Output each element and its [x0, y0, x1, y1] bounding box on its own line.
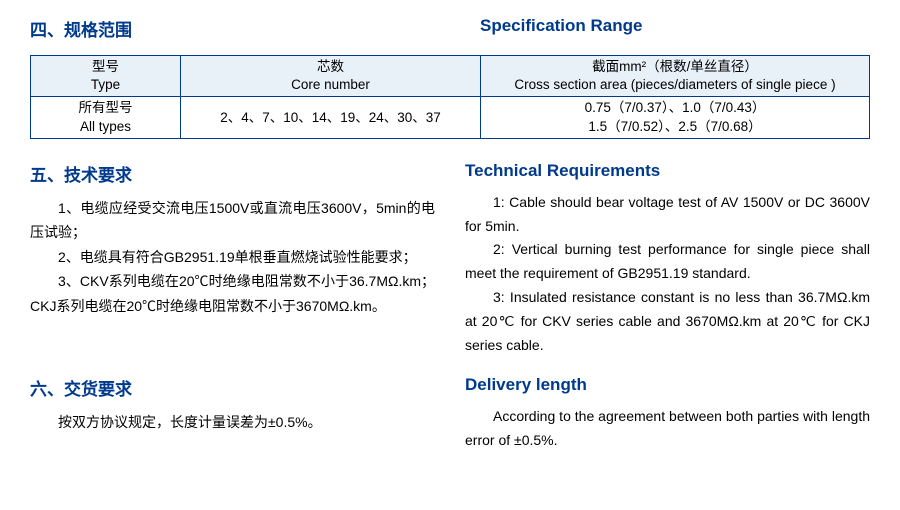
delivery-cn: 按双方协议规定，长度计量误差为±0.5%。 [30, 410, 435, 435]
tech-en-3: 3: Insulated resistance constant is no l… [465, 286, 870, 357]
delivery-en: According to the agreement between both … [465, 405, 870, 453]
section5-row: 五、技术要求 1、电缆应经受交流电压1500V或直流电压3600V，5min的电… [30, 161, 870, 358]
table-row: 所有型号 All types 2、4、7、10、14、19、24、30、37 0… [31, 97, 870, 138]
section5-col-cn: 五、技术要求 1、电缆应经受交流电压1500V或直流电压3600V，5min的电… [30, 161, 435, 358]
section4-heading-cn: 四、规格范围 [30, 16, 480, 41]
table-header-row: 型号 Type 芯数 Core number 截面mm²（根数/单丝直径） Cr… [31, 56, 870, 97]
cell-area: 0.75（7/0.37）、1.0（7/0.43） 1.5（7/0.52）、2.5… [481, 97, 870, 138]
cell-type: 所有型号 All types [31, 97, 181, 138]
section6-body-en: According to the agreement between both … [465, 405, 870, 453]
th-type: 型号 Type [31, 56, 181, 97]
th-type-cn: 型号 [37, 58, 174, 76]
section5-body-en: 1: Cable should bear voltage test of AV … [465, 191, 870, 358]
th-area-en: Cross section area (pieces/diameters of … [487, 76, 863, 94]
section6-col-en: Delivery length According to the agreeme… [465, 375, 870, 453]
th-type-en: Type [37, 76, 174, 94]
section5-col-en: Technical Requirements 1: Cable should b… [465, 161, 870, 358]
cell-type-en: All types [37, 118, 174, 136]
cell-core: 2、4、7、10、14、19、24、30、37 [181, 97, 481, 138]
th-core: 芯数 Core number [181, 56, 481, 97]
cell-area-l2: 1.5（7/0.52）、2.5（7/0.68） [487, 118, 863, 136]
section4-heading-en: Specification Range [480, 16, 870, 41]
section6-heading-cn: 六、交货要求 [30, 375, 435, 400]
cell-type-cn: 所有型号 [37, 99, 174, 117]
th-area-cn: 截面mm²（根数/单丝直径） [487, 58, 863, 76]
section6-col-cn: 六、交货要求 按双方协议规定，长度计量误差为±0.5%。 [30, 375, 435, 453]
spec-table: 型号 Type 芯数 Core number 截面mm²（根数/单丝直径） Cr… [30, 55, 870, 139]
section5-heading-en: Technical Requirements [465, 161, 870, 181]
tech-cn-1: 1、电缆应经受交流电压1500V或直流电压3600V，5min的电压试验； [30, 196, 435, 245]
section4-headings: 四、规格范围 Specification Range [30, 16, 870, 41]
tech-cn-2: 2、电缆具有符合GB2951.19单根垂直燃烧试验性能要求； [30, 245, 435, 270]
section6-row: 六、交货要求 按双方协议规定，长度计量误差为±0.5%。 Delivery le… [30, 375, 870, 453]
section5-body-cn: 1、电缆应经受交流电压1500V或直流电压3600V，5min的电压试验； 2、… [30, 196, 435, 319]
section5-heading-cn: 五、技术要求 [30, 161, 435, 186]
tech-en-1: 1: Cable should bear voltage test of AV … [465, 191, 870, 239]
section6-heading-en: Delivery length [465, 375, 870, 395]
tech-en-2: 2: Vertical burning test performance for… [465, 238, 870, 286]
cell-area-l1: 0.75（7/0.37）、1.0（7/0.43） [487, 99, 863, 117]
section6-body-cn: 按双方协议规定，长度计量误差为±0.5%。 [30, 410, 435, 435]
tech-cn-3: 3、CKV系列电缆在20℃时绝缘电阻常数不小于36.7MΩ.km；CKJ系列电缆… [30, 269, 435, 318]
th-core-cn: 芯数 [187, 58, 474, 76]
th-core-en: Core number [187, 76, 474, 94]
th-area: 截面mm²（根数/单丝直径） Cross section area (piece… [481, 56, 870, 97]
